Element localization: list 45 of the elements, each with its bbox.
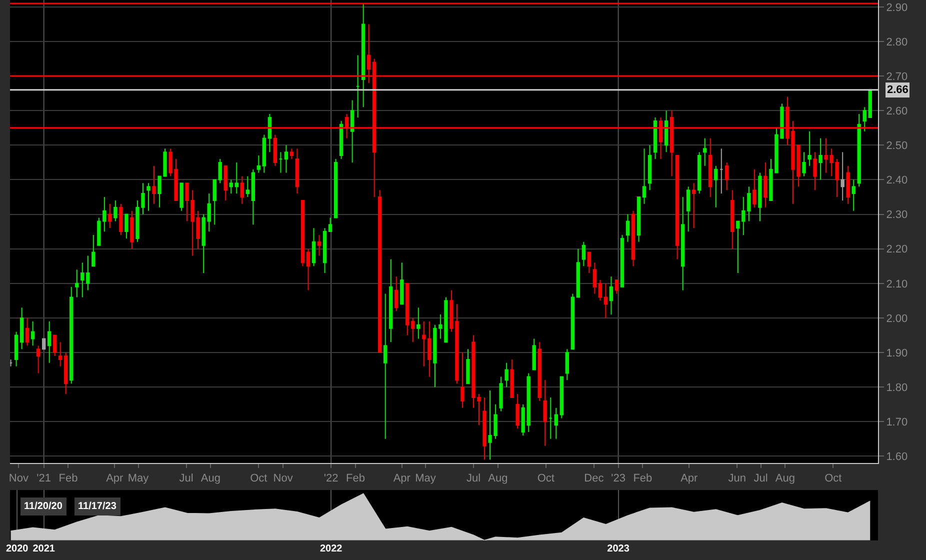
annotation: 11/20/20 bbox=[24, 501, 63, 512]
x-tick-label: Oct bbox=[250, 472, 268, 484]
y-tick-label: 2.30 bbox=[886, 209, 908, 222]
x-tick-label: Nov bbox=[8, 472, 29, 484]
x-tick-label: 2023 bbox=[607, 543, 630, 554]
x-tick-label: Jul bbox=[754, 472, 768, 484]
y-tick-label: 1.70 bbox=[886, 416, 908, 428]
x-tick-label: 2022 bbox=[320, 543, 343, 554]
x-tick-label: Jul bbox=[466, 472, 481, 484]
y-tick-label: 2.50 bbox=[886, 140, 908, 152]
y-tick-label: 2.20 bbox=[886, 244, 908, 256]
x-tick-label: Feb bbox=[633, 472, 652, 484]
x-tick-label: '22 bbox=[324, 472, 338, 484]
x-tick-label: '21 bbox=[36, 472, 52, 484]
x-tick-label: Dec bbox=[584, 472, 604, 484]
y-tick-label: 2.60 bbox=[886, 105, 908, 118]
x-tick-label: Apr bbox=[680, 472, 698, 484]
y-tick-label: 1.80 bbox=[886, 382, 908, 394]
x-tick-label: Aug bbox=[200, 472, 220, 484]
x-tick-label: Feb bbox=[346, 472, 365, 484]
x-tick-label: Oct bbox=[537, 472, 554, 484]
annotation: 11/17/23 bbox=[78, 501, 117, 512]
x-tick-label: '23 bbox=[611, 472, 626, 484]
x-tick-label: Nov bbox=[273, 472, 294, 484]
x-tick-label: Feb bbox=[58, 472, 78, 484]
x-tick-label: Jun bbox=[728, 472, 746, 484]
x-tick-label: Aug bbox=[488, 472, 508, 484]
x-tick-label: May bbox=[415, 472, 436, 484]
x-tick-label: 2021 bbox=[32, 543, 56, 554]
y-tick-label: 2.00 bbox=[886, 312, 908, 325]
x-tick-label: Apr bbox=[393, 472, 411, 484]
y-tick-label: 2.40 bbox=[886, 174, 908, 187]
x-tick-label: Oct bbox=[824, 472, 842, 484]
x-tick-label: Jul bbox=[179, 472, 194, 484]
y-tick-label: 2.10 bbox=[886, 278, 908, 290]
y-tick-label: 2.80 bbox=[886, 36, 908, 48]
y-tick-label: 2.70 bbox=[886, 70, 908, 83]
x-tick-label: Apr bbox=[106, 472, 124, 484]
x-tick-label: 2020 bbox=[6, 543, 29, 554]
x-tick-label: May bbox=[128, 472, 150, 484]
y-tick-label: 1.90 bbox=[886, 347, 908, 360]
x-tick-label: Aug bbox=[775, 472, 795, 484]
y-tick-label: 2.90 bbox=[886, 2, 908, 14]
ref-line-label: 2.66 bbox=[887, 84, 908, 96]
y-tick-label: 1.60 bbox=[886, 451, 908, 464]
